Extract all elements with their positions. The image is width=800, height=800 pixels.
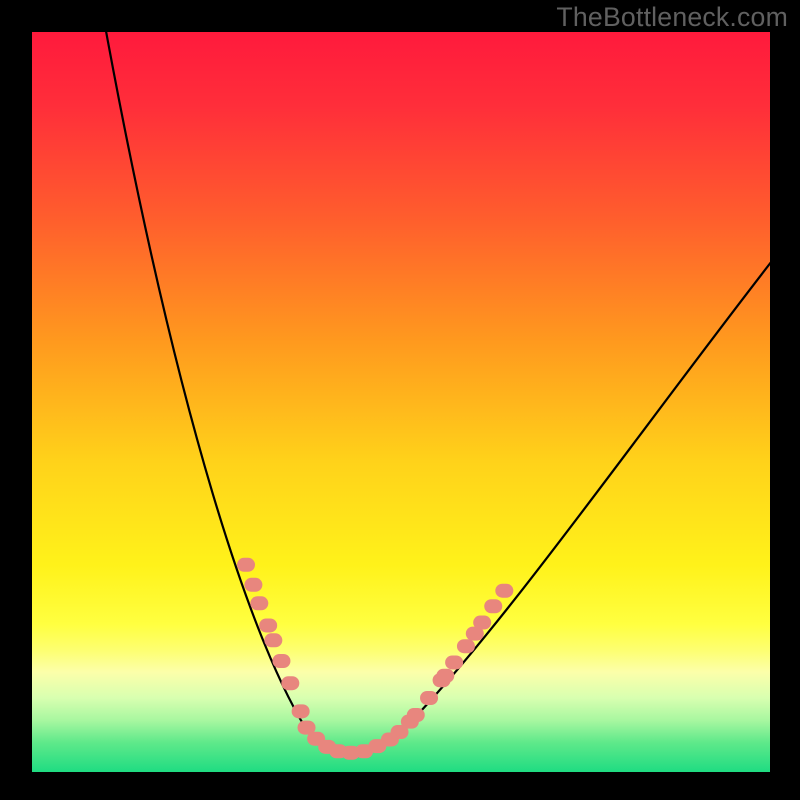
- marker-dot: [407, 708, 425, 722]
- marker-dot: [445, 655, 463, 669]
- marker-dot: [420, 691, 438, 705]
- marker-dot: [473, 616, 491, 630]
- plot-area: [32, 32, 770, 772]
- marker-dot: [495, 584, 513, 598]
- marker-dot: [237, 558, 255, 572]
- marker-dot: [272, 654, 290, 668]
- marker-dot: [264, 633, 282, 647]
- marker-dot: [244, 578, 262, 592]
- marker-dot: [484, 599, 502, 613]
- marker-dot: [436, 669, 454, 683]
- marker-dot: [292, 704, 310, 718]
- marker-dot: [250, 596, 268, 610]
- marker-dot: [457, 639, 475, 653]
- outer-frame: TheBottleneck.com: [0, 0, 800, 800]
- marker-dot: [281, 676, 299, 690]
- watermark-text: TheBottleneck.com: [556, 2, 788, 33]
- plot-canvas: [0, 0, 800, 800]
- marker-dot: [259, 618, 277, 632]
